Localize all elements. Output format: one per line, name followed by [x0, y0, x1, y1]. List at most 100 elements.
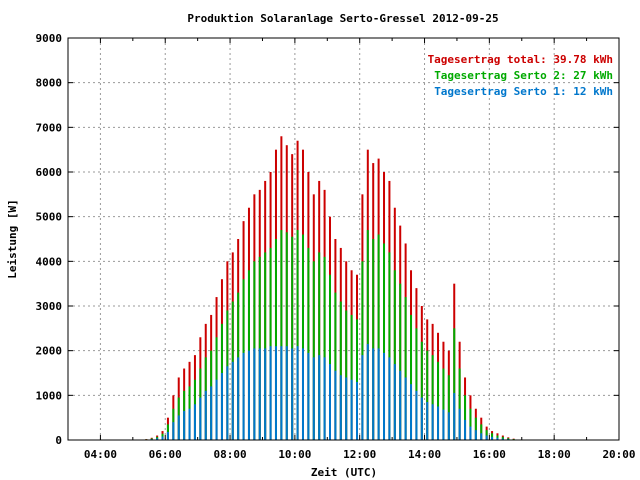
bar-serto2	[296, 230, 299, 440]
bar-serto1	[312, 357, 315, 440]
bar-serto1	[307, 352, 310, 440]
bar-serto1	[480, 433, 483, 440]
bar-serto1	[485, 435, 488, 440]
bar-serto2	[426, 350, 429, 440]
bar-serto1	[339, 375, 342, 440]
bar-serto2	[323, 256, 326, 440]
bar-serto1	[399, 370, 402, 440]
bar-serto1	[210, 386, 213, 440]
bar-serto1	[226, 366, 229, 440]
bar-serto1	[496, 437, 499, 440]
series-serto1-bars	[145, 343, 521, 440]
legend-entry: Tagesertrag total: 39.78 kWh	[428, 53, 613, 66]
bar-serto2	[474, 417, 477, 440]
bar-serto1	[280, 346, 283, 440]
bar-serto2	[501, 436, 504, 440]
bar-serto2	[491, 433, 494, 440]
bar-serto2	[458, 368, 461, 440]
bar-serto1	[464, 419, 467, 440]
x-tick-label: 06:00	[149, 448, 182, 461]
legend-entry: Tagesertrag Serto 1: 12 kWh	[434, 85, 613, 98]
x-tick-label: 16:00	[473, 448, 506, 461]
bar-serto1	[410, 384, 413, 440]
bar-serto2	[404, 297, 407, 440]
x-tick-label: 14:00	[408, 448, 441, 461]
bar-serto2	[345, 310, 348, 440]
bar-serto1	[415, 390, 418, 440]
x-tick-label: 04:00	[84, 448, 117, 461]
bar-serto2	[464, 395, 467, 440]
y-tick-label: 7000	[36, 121, 63, 134]
bar-serto1	[356, 381, 358, 440]
y-tick-label: 5000	[36, 211, 63, 224]
bar-serto2	[280, 230, 283, 440]
bar-serto2	[399, 283, 402, 440]
x-axis-title: Zeit (UTC)	[311, 466, 377, 479]
bar-serto2	[329, 274, 331, 440]
chart-title: Produktion Solaranlage Serto-Gressel 201…	[187, 12, 498, 25]
bar-serto2	[388, 252, 391, 440]
bar-serto1	[285, 346, 288, 440]
bar-serto1	[291, 348, 294, 440]
y-tick-label: 3000	[36, 300, 63, 313]
bar-serto1	[453, 393, 456, 440]
y-tick-label: 8000	[36, 77, 63, 90]
x-tick-label: 12:00	[343, 448, 376, 461]
bar-serto1	[323, 357, 326, 440]
bar-serto2	[307, 247, 310, 440]
bar-serto1	[215, 379, 218, 440]
bar-serto1	[458, 408, 461, 440]
bar-serto1	[166, 431, 169, 440]
bar-serto2	[480, 424, 483, 440]
bar-serto2	[264, 252, 267, 440]
bar-serto1	[334, 370, 337, 440]
bar-serto1	[388, 357, 391, 440]
bar-serto1	[156, 438, 159, 440]
bar-serto1	[366, 343, 369, 440]
bar-serto1	[377, 348, 380, 440]
bar-serto1	[426, 402, 429, 440]
bar-serto2	[383, 243, 386, 440]
x-tick-label: 20:00	[602, 448, 635, 461]
y-tick-label: 2000	[36, 345, 63, 358]
bar-serto1	[437, 406, 440, 440]
bar-serto1	[393, 364, 396, 440]
x-tick-label: 10:00	[278, 448, 311, 461]
y-tick-label: 0	[55, 434, 62, 447]
bar-serto1	[383, 352, 386, 440]
bar-serto2	[437, 361, 440, 440]
bar-serto1	[220, 373, 223, 440]
bar-serto2	[285, 232, 288, 440]
bar-serto1	[242, 352, 245, 440]
bar-serto2	[350, 314, 353, 440]
bar-serto2	[453, 328, 456, 440]
x-axis-ticks: 04:00 06:00 08:00 10:00 12:00 14:00 16:00 18:00…	[67, 38, 636, 461]
bar-serto2	[377, 234, 380, 440]
bar-serto2	[269, 247, 272, 440]
bar-serto1	[193, 404, 196, 440]
bar-serto1	[264, 348, 267, 440]
bar-serto2	[447, 375, 450, 440]
bar-serto1	[188, 408, 191, 440]
bar-serto1	[318, 355, 321, 440]
legend: Tagesertrag total: 39.78 kWh Tagesertrag …	[428, 53, 613, 98]
y-tick-label: 9000	[36, 32, 63, 45]
bar-serto1	[172, 422, 175, 440]
y-axis-title: Leistung [W]	[6, 199, 19, 278]
bar-serto2	[442, 368, 445, 440]
bar-serto1	[231, 361, 234, 440]
bar-serto2	[485, 430, 488, 440]
y-axis-ticks: 0 1000 2000 3000 4000 5000 6000 7000 8000 9000	[36, 32, 619, 447]
bar-serto1	[274, 346, 277, 440]
bar-serto2	[312, 261, 315, 440]
bar-serto1	[474, 430, 477, 440]
bar-serto1	[269, 346, 272, 440]
bar-serto1	[431, 404, 434, 440]
bar-serto1	[442, 409, 445, 440]
bar-serto1	[237, 357, 240, 440]
bar-serto1	[469, 426, 472, 440]
bar-serto2	[420, 341, 423, 440]
bar-serto1	[372, 348, 375, 440]
bar-serto1	[199, 397, 202, 440]
